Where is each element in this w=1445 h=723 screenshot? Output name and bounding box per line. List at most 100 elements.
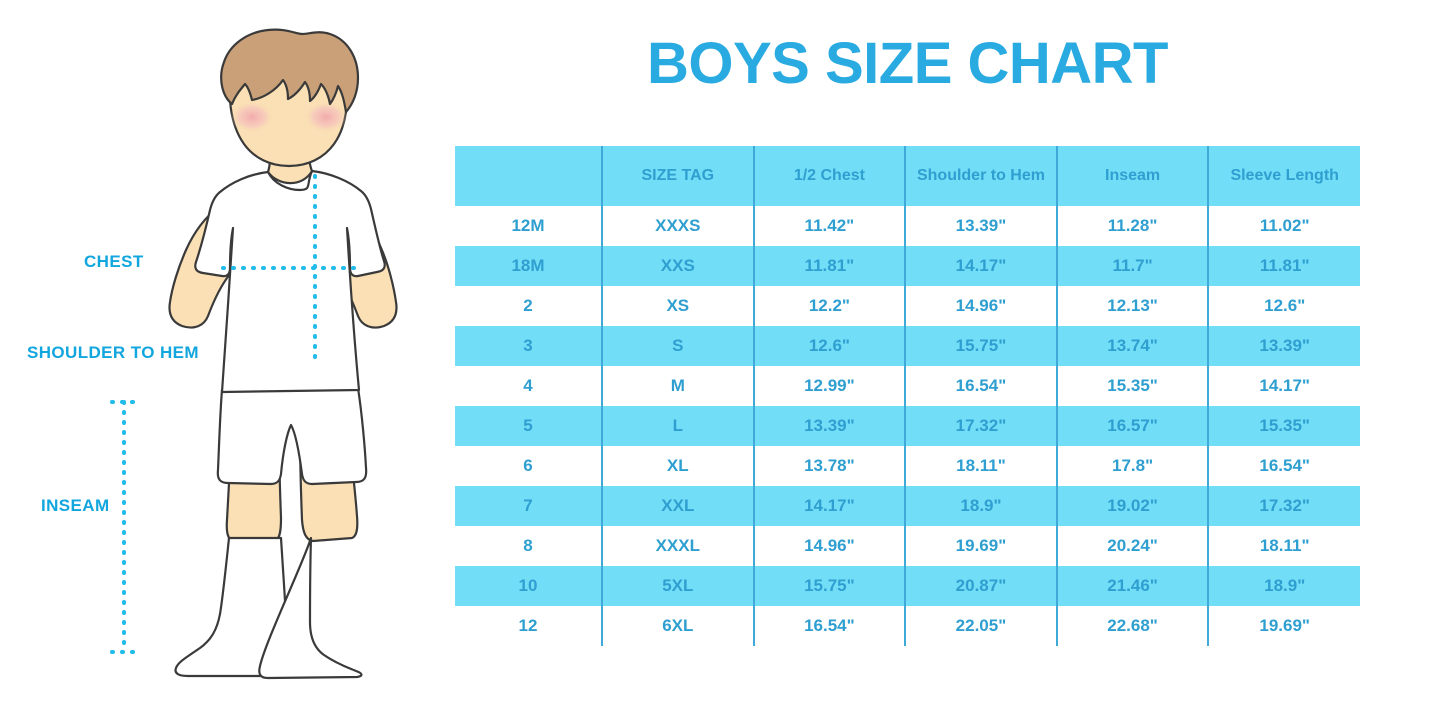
cell-size: 2 xyxy=(455,286,603,326)
cell-value: 13.39" xyxy=(1208,326,1360,366)
right-boot xyxy=(258,536,363,680)
right-cheek xyxy=(304,101,348,133)
cell-size: 4 xyxy=(455,366,603,406)
table-row: 18M XXS 11.81" 14.17" 11.7" 11.81" xyxy=(455,246,1360,286)
cell-value: 14.17" xyxy=(753,486,907,526)
cell-size: 10 xyxy=(455,566,603,606)
cell-value: 16.54" xyxy=(905,366,1058,406)
cell-value: 14.96" xyxy=(753,526,907,566)
cell-value: XXS xyxy=(602,246,755,286)
cell-value: 18.9" xyxy=(905,486,1058,526)
table-row: 4 M 12.99" 16.54" 15.35" 14.17" xyxy=(455,366,1360,406)
cell-value: 20.24" xyxy=(1056,526,1210,566)
cell-value: 18.11" xyxy=(905,446,1058,486)
table-header-row: SIZE TAG 1/2 Chest Shoulder to Hem Inseam Sl… xyxy=(455,146,1360,206)
column-header-size-tag: SIZE TAG xyxy=(602,146,755,206)
cell-value: 11.7" xyxy=(1056,246,1210,286)
tshirt-collar xyxy=(266,169,314,192)
table-row: 5 L 13.39" 17.32" 16.57" 15.35" xyxy=(455,406,1360,446)
cell-size: 12M xyxy=(455,206,603,246)
chest-label: CHEST xyxy=(84,252,144,271)
left-cheek xyxy=(230,101,274,133)
cell-size: 12 xyxy=(455,606,603,646)
cell-size: 3 xyxy=(455,326,603,366)
cell-value: 16.54" xyxy=(753,606,907,646)
page-title: BOYS SIZE CHART xyxy=(647,31,1169,96)
cell-value: 15.75" xyxy=(905,326,1058,366)
cell-value: 15.75" xyxy=(753,566,907,606)
cell-value: 20.87" xyxy=(905,566,1058,606)
cell-size: 18M xyxy=(455,246,603,286)
cell-value: M xyxy=(602,366,755,406)
cell-value: 14.17" xyxy=(905,246,1058,286)
table-body: 12M XXXS 11.42" 13.39" 11.28" 11.02" 18M XXS 11.… xyxy=(455,206,1360,646)
cell-value: XXXS xyxy=(602,206,755,246)
table-row: 8 XXXL 14.96" 19.69" 20.24" 18.11" xyxy=(455,526,1360,566)
table-row: 10 5XL 15.75" 20.87" 21.46" 18.9" xyxy=(455,566,1360,606)
cell-value: L xyxy=(602,406,755,446)
inseam-label: INSEAM xyxy=(41,496,110,515)
cell-value: XS xyxy=(602,286,755,326)
cell-value: 12.2" xyxy=(753,286,907,326)
table-row: 6 XL 13.78" 18.11" 17.8" 16.54" xyxy=(455,446,1360,486)
cell-value: 16.57" xyxy=(1056,406,1210,446)
cell-value: XL xyxy=(602,446,755,486)
cell-value: 13.39" xyxy=(905,206,1058,246)
table-row: 7 XXL 14.17" 18.9" 19.02" 17.32" xyxy=(455,486,1360,526)
cell-value: 18.11" xyxy=(1208,526,1360,566)
cell-value: 15.35" xyxy=(1208,406,1360,446)
table-row: 12M XXXS 11.42" 13.39" 11.28" 11.02" xyxy=(455,206,1360,246)
cell-value: 14.96" xyxy=(905,286,1058,326)
cell-value: 12.99" xyxy=(753,366,907,406)
cell-value: 11.42" xyxy=(753,206,907,246)
cell-value: 15.35" xyxy=(1056,366,1210,406)
cell-value: 22.68" xyxy=(1056,606,1210,646)
cell-value: XXXL xyxy=(602,526,755,566)
size-chart-table: SIZE TAG 1/2 Chest Shoulder to Hem Inseam Sl… xyxy=(455,146,1360,646)
column-header-shoulder-to-hem: Shoulder to Hem xyxy=(905,146,1058,206)
cell-value: 17.8" xyxy=(1056,446,1210,486)
cell-value: 16.54" xyxy=(1208,446,1360,486)
boy-illustration-panel: CHEST SHOULDER TO HEM INSEAM xyxy=(0,0,455,723)
cell-value: S xyxy=(602,326,755,366)
column-header-sleeve-length: Sleeve Length xyxy=(1208,146,1360,206)
column-header-inseam: Inseam xyxy=(1056,146,1210,206)
cell-value: 17.32" xyxy=(905,406,1058,446)
cell-value: 19.02" xyxy=(1056,486,1210,526)
cell-value: 12.13" xyxy=(1056,286,1210,326)
shoulder-to-hem-label: SHOULDER TO HEM xyxy=(27,343,199,362)
cell-value: 17.32" xyxy=(1208,486,1360,526)
cell-value: 12.6" xyxy=(1208,286,1360,326)
cell-value: 13.39" xyxy=(753,406,907,446)
cell-value: 11.02" xyxy=(1208,206,1360,246)
cell-size: 8 xyxy=(455,526,603,566)
hair xyxy=(220,28,360,114)
cell-value: 21.46" xyxy=(1056,566,1210,606)
cell-value: 11.81" xyxy=(1208,246,1360,286)
cell-value: 11.81" xyxy=(753,246,907,286)
cell-value: 18.9" xyxy=(1208,566,1360,606)
cell-value: 19.69" xyxy=(1208,606,1360,646)
cell-value: 14.17" xyxy=(1208,366,1360,406)
cell-value: 22.05" xyxy=(905,606,1058,646)
cell-size: 5 xyxy=(455,406,603,446)
cell-value: 11.28" xyxy=(1056,206,1210,246)
cell-value: 12.6" xyxy=(753,326,907,366)
tshirt xyxy=(194,169,386,394)
cell-value: 13.74" xyxy=(1056,326,1210,366)
table-row: 3 S 12.6" 15.75" 13.74" 13.39" xyxy=(455,326,1360,366)
boy-figure-illustration xyxy=(110,28,398,680)
cell-value: XXL xyxy=(602,486,755,526)
cell-size: 7 xyxy=(455,486,603,526)
cell-value: 5XL xyxy=(602,566,755,606)
cell-value: 6XL xyxy=(602,606,755,646)
column-header-size xyxy=(455,146,603,206)
column-header-1-2-chest: 1/2 Chest xyxy=(753,146,907,206)
size-chart-main-panel: BOYS SIZE CHART SIZE TAG 1/2 Chest Shoulde… xyxy=(455,0,1445,723)
cell-size: 6 xyxy=(455,446,603,486)
table-row: 12 6XL 16.54" 22.05" 22.68" 19.69" xyxy=(455,606,1360,646)
cell-value: 19.69" xyxy=(905,526,1058,566)
shorts xyxy=(216,386,368,486)
table-row: 2 XS 12.2" 14.96" 12.13" 12.6" xyxy=(455,286,1360,326)
